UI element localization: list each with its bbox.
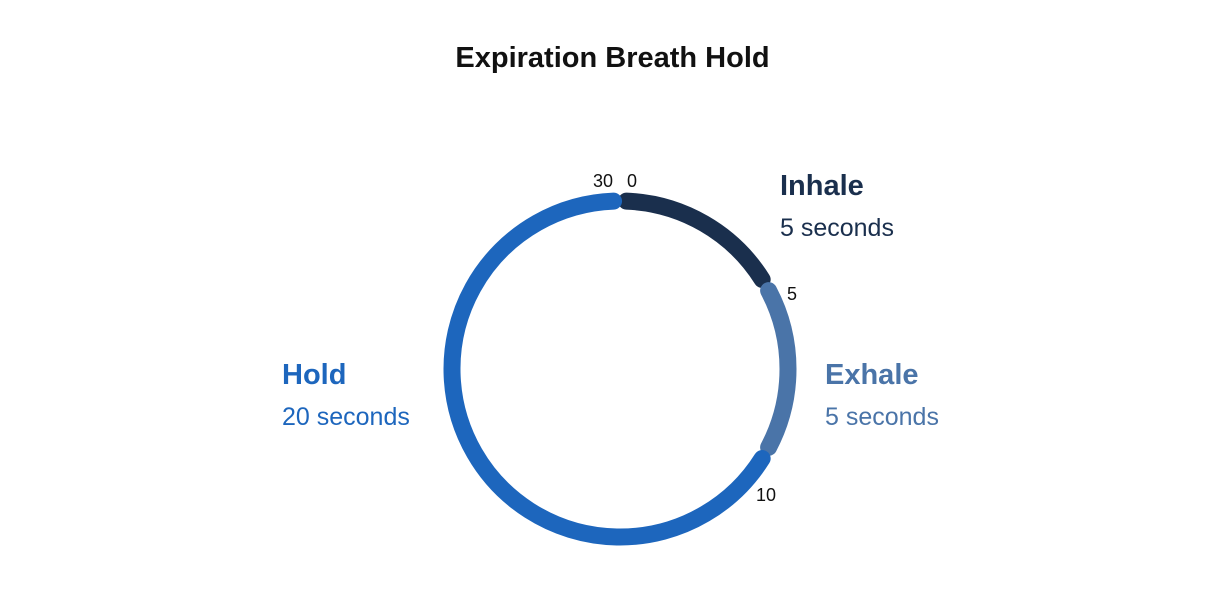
phase-arcs xyxy=(443,192,797,546)
phase-arc-hold xyxy=(443,192,771,546)
phase-duration-hold: 20 seconds xyxy=(282,403,410,431)
phase-duration-exhale: 5 seconds xyxy=(825,403,939,431)
tick-label-0: 0 xyxy=(627,171,637,191)
phase-name-inhale: Inhale xyxy=(780,170,864,202)
phase-label-hold: Hold 20 seconds xyxy=(282,357,410,435)
tick-label-10: 10 xyxy=(756,485,776,505)
phase-arc-inhale xyxy=(617,192,771,288)
phase-duration-inhale: 5 seconds xyxy=(780,214,894,242)
phase-label-inhale: Inhale 5 seconds xyxy=(780,168,894,246)
phase-name-exhale: Exhale xyxy=(825,359,919,391)
tick-label-30: 30 xyxy=(593,171,613,191)
phase-name-hold: Hold xyxy=(282,359,347,391)
phase-label-exhale: Exhale 5 seconds xyxy=(825,357,939,435)
diagram-title: Expiration Breath Hold xyxy=(455,42,770,74)
phase-arc-exhale xyxy=(760,282,797,456)
tick-label-5: 5 xyxy=(787,284,797,304)
